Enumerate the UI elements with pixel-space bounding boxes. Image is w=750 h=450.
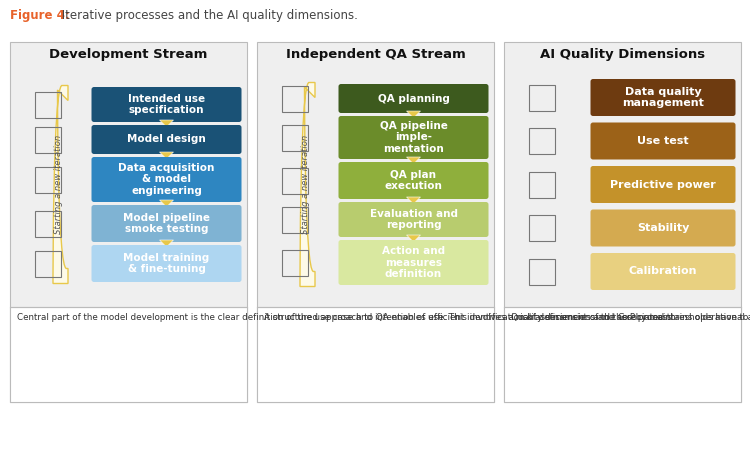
FancyBboxPatch shape (504, 42, 741, 402)
FancyBboxPatch shape (92, 87, 242, 122)
Text: QA planning: QA planning (377, 94, 449, 104)
Polygon shape (160, 152, 173, 159)
FancyBboxPatch shape (338, 240, 488, 285)
Text: Predictive power: Predictive power (610, 180, 716, 189)
FancyBboxPatch shape (92, 245, 242, 282)
PathPatch shape (300, 82, 315, 287)
Text: Starting a new iteration: Starting a new iteration (54, 135, 63, 234)
FancyBboxPatch shape (92, 157, 242, 202)
FancyBboxPatch shape (257, 307, 494, 402)
Polygon shape (160, 200, 173, 207)
FancyBboxPatch shape (338, 162, 488, 199)
Text: AI Quality Dimensions: AI Quality Dimensions (540, 48, 705, 61)
Text: QA plan
execution: QA plan execution (385, 170, 442, 191)
Polygon shape (406, 235, 421, 242)
Text: Quality dimensions and associated thresholds have to be developed for each appli: Quality dimensions and associated thresh… (511, 313, 750, 322)
Text: Data acquisition
& model
engineering: Data acquisition & model engineering (118, 163, 214, 196)
PathPatch shape (53, 86, 68, 284)
FancyBboxPatch shape (338, 116, 488, 159)
FancyBboxPatch shape (590, 122, 736, 159)
Text: Evaluation and
reporting: Evaluation and reporting (370, 209, 458, 230)
Text: Model design: Model design (127, 135, 206, 144)
Text: Iterative processes and the AI quality dimensions.: Iterative processes and the AI quality d… (58, 9, 358, 22)
Text: Model pipeline
smoke testing: Model pipeline smoke testing (123, 213, 210, 234)
Text: Calibration: Calibration (628, 266, 698, 276)
Text: Starting a new iteration: Starting a new iteration (301, 135, 310, 234)
Polygon shape (406, 111, 421, 118)
FancyBboxPatch shape (338, 84, 488, 113)
Text: Intended use
specification: Intended use specification (128, 94, 205, 115)
FancyBboxPatch shape (590, 79, 736, 116)
FancyBboxPatch shape (504, 307, 741, 402)
Text: Model training
& fine-tuning: Model training & fine-tuning (123, 253, 209, 274)
Text: Data quality
management: Data quality management (622, 87, 704, 108)
FancyBboxPatch shape (92, 205, 242, 242)
Text: Central part of the model development is the clear definition of the use case an: Central part of the model development is… (17, 313, 674, 322)
FancyBboxPatch shape (10, 307, 247, 402)
Text: Independent QA Stream: Independent QA Stream (286, 48, 465, 61)
FancyBboxPatch shape (590, 253, 736, 290)
Text: QA pipeline
imple-
mentation: QA pipeline imple- mentation (380, 122, 448, 154)
Text: Development Stream: Development Stream (50, 48, 208, 61)
FancyBboxPatch shape (338, 202, 488, 237)
Text: Action and
measures
definition: Action and measures definition (382, 246, 445, 279)
FancyBboxPatch shape (92, 125, 242, 154)
Polygon shape (406, 197, 421, 204)
FancyBboxPatch shape (590, 210, 736, 247)
Polygon shape (160, 120, 173, 127)
Text: Figure 4:: Figure 4: (10, 9, 70, 22)
FancyBboxPatch shape (10, 42, 247, 402)
FancyBboxPatch shape (590, 166, 736, 203)
FancyBboxPatch shape (257, 42, 494, 402)
Polygon shape (406, 157, 421, 164)
Polygon shape (160, 240, 173, 247)
Text: A structured approach to QA enables efficient identification of deficiencies and: A structured approach to QA enables effi… (264, 313, 750, 322)
Text: Use test: Use test (638, 136, 688, 146)
Text: Stability: Stability (637, 223, 689, 233)
